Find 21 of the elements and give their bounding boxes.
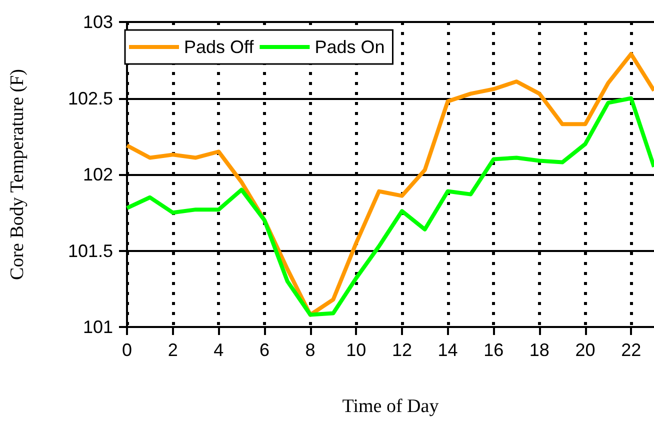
x-tick-label: 12 (392, 340, 412, 360)
legend-label: Pads On (314, 37, 385, 57)
x-tick-label: 4 (214, 340, 224, 360)
y-tick-label: 102.5 (68, 88, 113, 108)
y-axis-title: Core Body Temperature (F) (7, 69, 28, 280)
x-tick-label: 8 (305, 340, 316, 360)
x-tick-label: 20 (575, 340, 596, 360)
y-tick-label: 101 (82, 317, 113, 337)
x-tick-label: 6 (259, 340, 270, 360)
x-tick-label: 22 (621, 340, 642, 360)
legend-label: Pads Off (184, 37, 255, 57)
x-tick-label: 16 (484, 340, 504, 360)
x-tick-label: 10 (346, 340, 366, 360)
x-tick-label: 14 (438, 340, 458, 360)
y-tick-label: 101.5 (68, 240, 113, 261)
x-tick-label: 2 (168, 340, 178, 360)
x-axis-title: Time of Day (342, 396, 440, 417)
x-tick-label: 18 (529, 340, 550, 360)
y-tick-label: 102 (82, 164, 113, 184)
y-tick-label: 103 (82, 12, 113, 32)
x-tick-label: 0 (122, 340, 132, 360)
